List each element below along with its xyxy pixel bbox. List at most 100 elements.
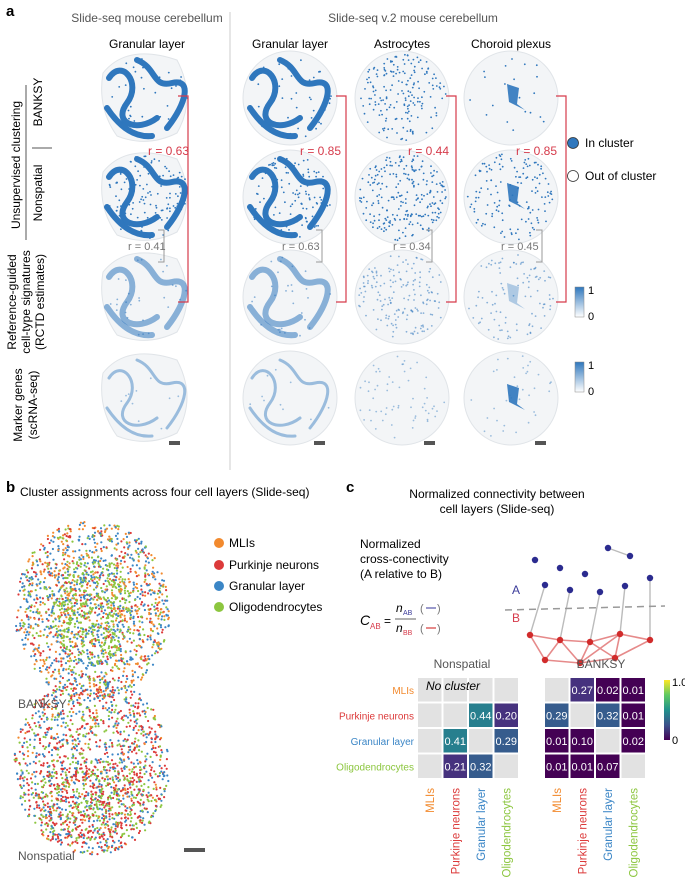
panel-c-title-1: Normalized connectivity between — [409, 487, 584, 501]
r-unsup-3: r = 0.44 — [408, 144, 449, 158]
panel-b-label: b — [6, 479, 15, 496]
formula-num-sub: AB — [403, 610, 413, 617]
panel-c-title-2: cell layers (Slide-seq) — [440, 502, 555, 516]
colorbar-min: 0 — [672, 735, 678, 747]
r-ref-1: r = 0.41 — [128, 241, 166, 253]
tissue-3-0 — [102, 354, 187, 441]
heatmap-value: 0.01 — [546, 761, 567, 773]
in-cluster-marker — [568, 138, 579, 149]
heatmap-col-label: Granular layer — [603, 788, 615, 861]
heatmap-value: 0.02 — [597, 685, 618, 697]
def-line-2: cross-conectivity — [360, 552, 449, 566]
heatmap-cell — [444, 704, 468, 728]
row-group-label: Unsupervised clustering — [9, 101, 23, 229]
heatmap-row-label: Oligodendrocytes — [336, 762, 414, 773]
col-title-4: Choroid plexus — [471, 37, 551, 51]
legend-mlis-marker — [214, 538, 224, 548]
legend-out-cluster: Out of cluster — [585, 169, 656, 183]
heatmap-value: 0.01 — [546, 736, 567, 748]
heatmap-value: 0.29 — [496, 736, 517, 748]
tissue-3-2 — [355, 351, 449, 445]
label-nonspatial-b: Nonspatial — [18, 849, 75, 863]
heatmap-col-label: Oligodendrocytes — [501, 788, 513, 878]
heatmap-value: 0.27 — [572, 685, 593, 697]
row-label-ref-1: Reference-guided — [5, 254, 19, 349]
heatmap-col-label: MLIs — [552, 788, 564, 813]
panel-c-label: c — [346, 479, 354, 496]
tissue-0-0 — [102, 54, 189, 141]
right-header: Slide-seq v.2 mouse cerebellum — [328, 11, 498, 25]
formula-den: n — [396, 621, 403, 635]
legend-oligo: Oligodendrocytes — [229, 600, 322, 614]
row-label-banksy: BANKSY — [31, 78, 45, 127]
tissue-3-3 — [464, 351, 558, 445]
heatmap-value: 0.10 — [572, 736, 593, 748]
colorbar — [664, 680, 670, 740]
node-b-label: B — [512, 611, 520, 625]
left-header: Slide-seq mouse cerebellum — [71, 11, 222, 25]
tissue-1-1 — [243, 150, 337, 244]
heatmap-value: 0.41 — [445, 736, 466, 748]
legend-in-cluster: In cluster — [585, 136, 634, 150]
heatmap-cell — [545, 678, 569, 702]
scale-ref-max: 1 — [588, 285, 594, 297]
heatmap-row-label: Granular layer — [351, 737, 415, 748]
tissue-2-2 — [355, 250, 449, 344]
scalebar-1 — [169, 441, 180, 445]
heatmap-value: 0.02 — [623, 736, 644, 748]
scalebar-b — [184, 848, 205, 852]
tissue-1-3 — [464, 150, 558, 244]
colorbar-max: 1.0 — [672, 677, 685, 689]
tissue-0-3 — [464, 51, 558, 145]
col-title-2: Granular layer — [252, 37, 328, 51]
formula-eq: = — [384, 614, 391, 628]
tissue-grid — [102, 51, 558, 445]
heatmap-title-banksy: BANKSY — [577, 657, 626, 671]
heatmap-col-label: MLIs — [425, 788, 437, 813]
no-cluster-note: No cluster — [426, 679, 481, 693]
label-banksy-b: BANKSY — [18, 697, 67, 711]
scalebar-3 — [424, 441, 435, 445]
heatmap-value: 0.32 — [597, 710, 618, 722]
tissue-1-0 — [102, 153, 187, 240]
row-label-ref-3: (RCTD estimates) — [33, 254, 47, 350]
heatmap-cell — [495, 755, 519, 779]
heatmap-cell — [418, 729, 442, 753]
formula-den-sub: BB — [403, 630, 413, 637]
cluster-scatter — [14, 521, 170, 855]
scale-ref-min: 0 — [588, 311, 594, 323]
r-unsup-4: r = 0.85 — [516, 144, 557, 158]
heatmap-value: 0.01 — [623, 685, 644, 697]
heatmap-row-label: MLIs — [392, 686, 414, 697]
legend-oligo-marker — [214, 602, 224, 612]
heatmap-cell — [418, 704, 442, 728]
r-ref-4: r = 0.45 — [501, 241, 539, 253]
heatmap-cell — [596, 729, 620, 753]
scalebar-4 — [535, 441, 546, 445]
network-edges — [530, 548, 650, 663]
heatmap-title-nonspatial: Nonspatial — [434, 657, 491, 671]
tissue-2-0 — [102, 253, 187, 340]
legend-purkinje: Purkinje neurons — [229, 558, 319, 572]
row-label-marker-1: Marker genes — [11, 368, 25, 441]
heatmap-value: 0.01 — [572, 761, 593, 773]
scale-bar-ref — [575, 287, 584, 317]
heatmap-col-label: Oligodendrocytes — [628, 788, 640, 878]
row-label-marker-2: (scRNA-seq) — [26, 371, 40, 440]
r-unsup-2: r = 0.85 — [300, 144, 341, 158]
heatmap-value: 0.29 — [546, 710, 567, 722]
scalebar-2 — [314, 441, 325, 445]
tissue-2-3 — [464, 250, 558, 344]
heatmap-banksy: 0.27 0.02 0.01 0.29 0.32 0.01 0.01 0.10 0.02 0.01… — [545, 678, 645, 878]
row-label-nonspatial: Nonspatial — [31, 165, 45, 222]
heatmap-value: 0.21 — [445, 761, 466, 773]
formula-num: n — [396, 601, 403, 615]
legend-granular: Granular layer — [229, 579, 305, 593]
def-line-1: Normalized — [360, 537, 421, 551]
tissue-2-1 — [243, 250, 337, 344]
heatmap-cell — [622, 755, 646, 779]
r-ref-3: r = 0.34 — [393, 241, 431, 253]
scale-bar-marker — [575, 362, 584, 392]
